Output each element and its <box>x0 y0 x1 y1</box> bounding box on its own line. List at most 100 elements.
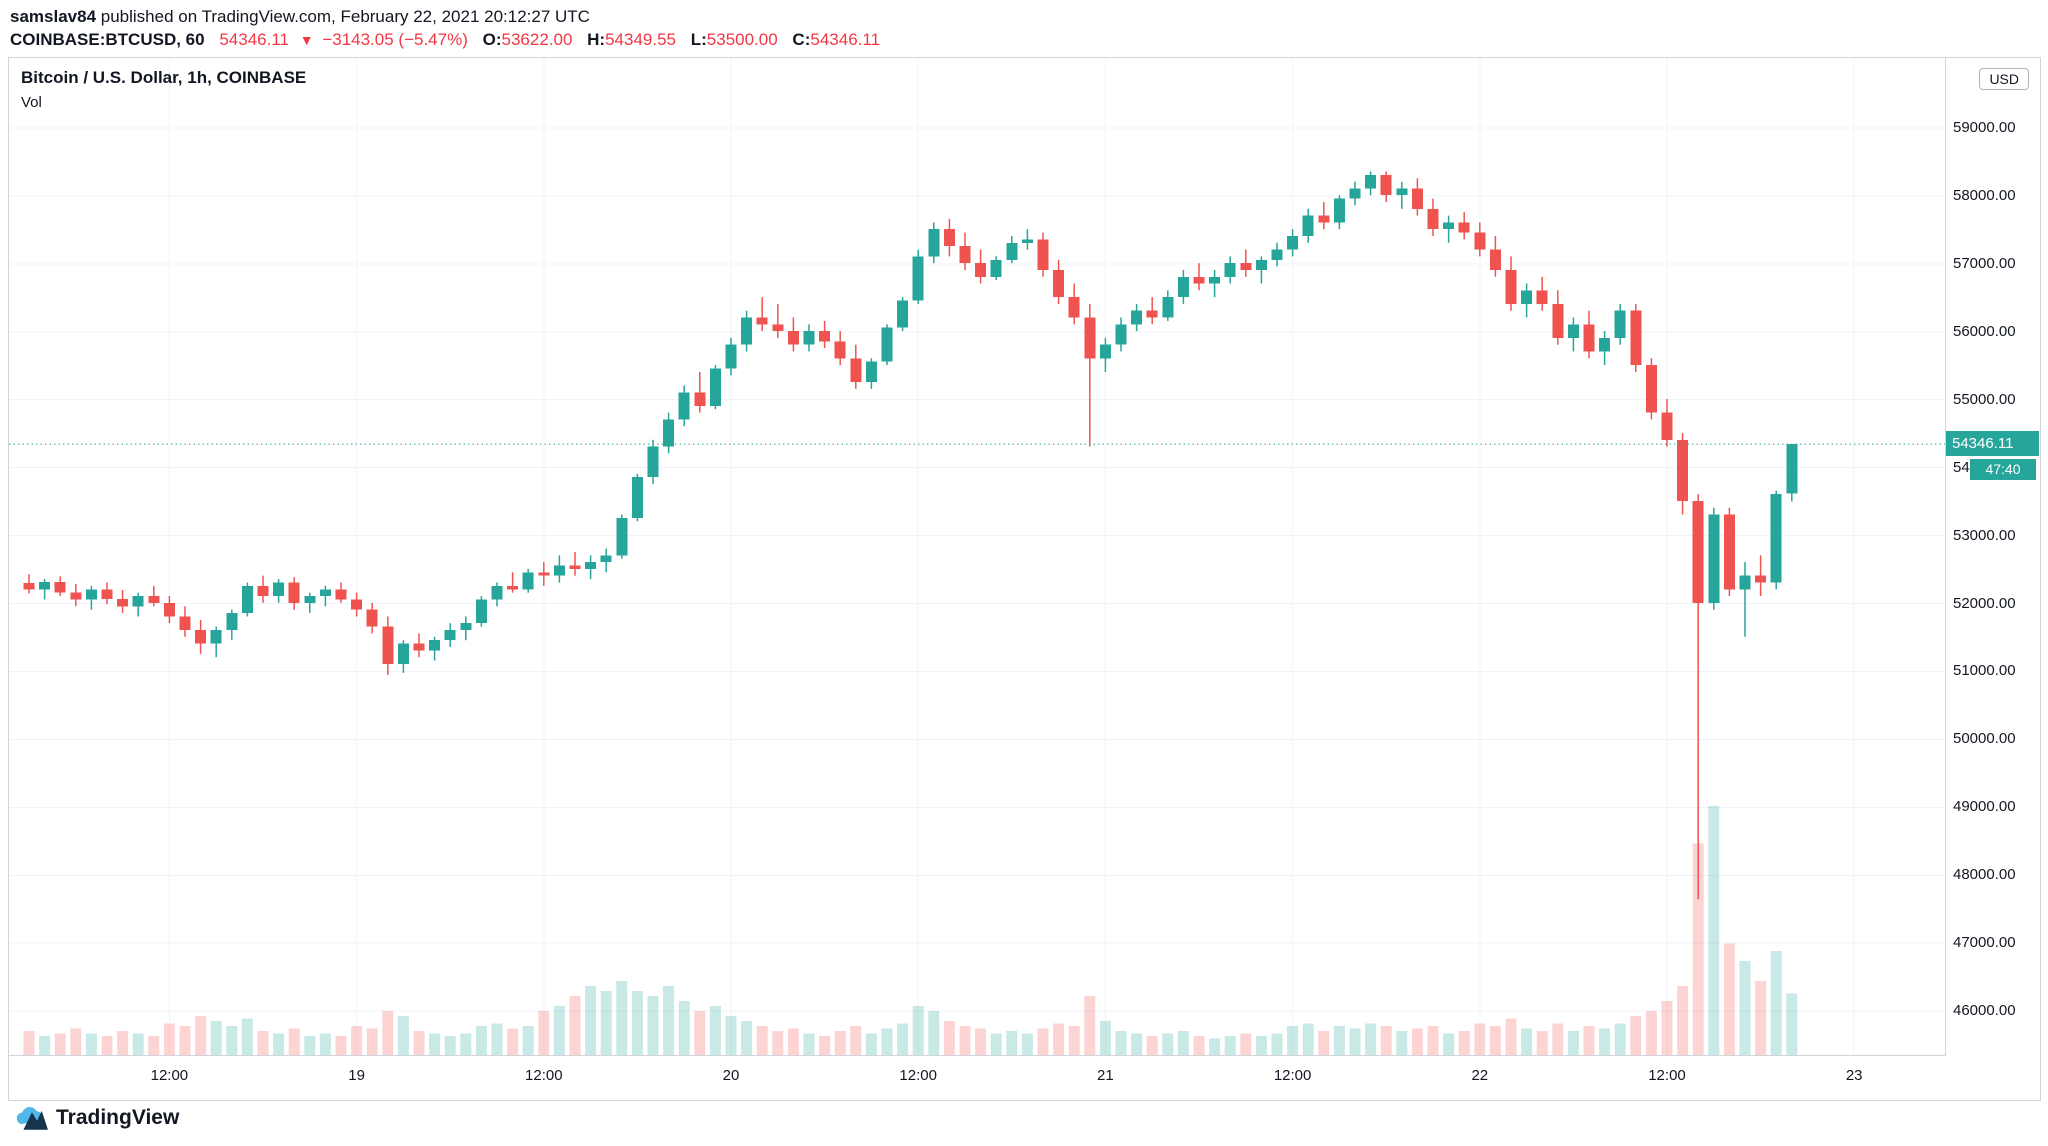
volume-bar <box>647 996 659 1056</box>
candle-body <box>1770 494 1782 583</box>
candle-body <box>70 592 82 600</box>
volume-bar <box>1645 1011 1657 1056</box>
tradingview-logo-icon <box>16 1107 48 1130</box>
volume-bar <box>928 1011 940 1056</box>
tradingview-logo-link[interactable]: TradingView <box>14 1104 179 1131</box>
candle-body <box>803 331 815 345</box>
volume-bar <box>39 1036 51 1056</box>
volume-bar <box>1053 1023 1065 1056</box>
volume-bar <box>85 1033 97 1056</box>
candle-body <box>975 263 987 277</box>
volume-bar <box>741 1021 753 1056</box>
chart-plot-area[interactable] <box>9 58 1945 1056</box>
candle-body <box>1224 263 1236 277</box>
currency-toggle-button[interactable]: USD <box>1979 68 2029 90</box>
candle-body <box>522 572 534 590</box>
volume-bar <box>1006 1031 1018 1056</box>
candle-body <box>600 555 612 563</box>
candle-body <box>912 256 924 301</box>
volume-bar <box>1193 1036 1205 1056</box>
candle-body <box>1692 500 1704 603</box>
price-axis-label: 57000.00 <box>1953 254 2016 272</box>
volume-bar <box>1677 986 1689 1056</box>
volume-bar <box>881 1028 893 1056</box>
price-axis-label: 46000.00 <box>1953 1002 2016 1020</box>
volume-bar <box>288 1028 300 1056</box>
volume-bar <box>1287 1026 1299 1056</box>
volume-bar <box>772 1031 784 1056</box>
volume-bar <box>943 1021 955 1056</box>
volume-bar <box>585 986 597 1056</box>
time-axis[interactable]: 12:00 19 12:00 20 12:00 21 12:00 22 12:00 23 <box>9 1055 1946 1100</box>
candle-body <box>850 358 862 383</box>
volume-bar <box>1536 1031 1548 1056</box>
countdown-chip: 47:40 <box>1970 459 2036 481</box>
price-axis-label: 48000.00 <box>1953 866 2016 884</box>
low-value: 53500.00 <box>706 30 778 49</box>
candle-body <box>834 341 846 359</box>
time-axis-label: 12:00 <box>150 1067 189 1084</box>
candle-body <box>725 344 737 369</box>
candle-body <box>1583 324 1595 352</box>
volume-bar <box>1333 1026 1345 1056</box>
candle-body <box>475 599 487 624</box>
volume-bar <box>1692 843 1704 1056</box>
candle-body <box>1614 310 1626 338</box>
candle-body <box>538 572 550 576</box>
candle-body <box>1302 215 1314 236</box>
volume-bar <box>1708 806 1720 1056</box>
volume-bar <box>1521 1028 1533 1056</box>
candle-body <box>1271 249 1283 260</box>
candle-body <box>1349 188 1361 199</box>
candle-body <box>1146 310 1158 318</box>
volume-bar <box>70 1028 82 1056</box>
volume-bar <box>834 1031 846 1056</box>
volume-bar <box>912 1006 924 1056</box>
candle-body <box>1786 444 1798 494</box>
chart-legend-title[interactable]: Bitcoin / U.S. Dollar, 1h, COINBASE <box>21 68 307 87</box>
price-chart-svg[interactable] <box>9 58 1945 1056</box>
candle-body <box>1365 174 1377 189</box>
time-axis-label: 23 <box>1845 1067 1863 1084</box>
candle-body <box>787 331 799 345</box>
time-axis-label: 22 <box>1471 1067 1489 1084</box>
volume-bar <box>553 1006 565 1056</box>
volume-bar <box>959 1026 971 1056</box>
volume-bar <box>210 1021 222 1056</box>
candle-body <box>444 630 456 641</box>
volume-bar <box>444 1036 456 1056</box>
volume-bar <box>1567 1031 1579 1056</box>
volume-bar <box>179 1026 191 1056</box>
volume-bar <box>819 1036 831 1056</box>
candle-body <box>163 602 175 617</box>
volume-bar <box>1365 1023 1377 1056</box>
price-axis[interactable]: 59000.00 58000.00 57000.00 56000.00 55000.00… <box>1945 58 2040 1100</box>
volume-bar <box>195 1016 207 1056</box>
volume-bar <box>709 1006 721 1056</box>
candle-body <box>1131 310 1143 325</box>
candle-body <box>288 582 300 603</box>
time-axis-label: 12:00 <box>1648 1067 1686 1084</box>
candle-body <box>663 419 675 447</box>
volume-bar <box>382 1011 394 1056</box>
volume-bar <box>616 981 628 1056</box>
candle-body <box>1630 310 1642 366</box>
candle-body <box>491 585 503 600</box>
volume-bar <box>351 1026 363 1056</box>
candle-body <box>241 585 253 614</box>
price-axis-label: 50000.00 <box>1953 730 2016 748</box>
candle-body <box>1599 337 1611 352</box>
candle-body <box>1567 324 1579 338</box>
candle-body <box>304 596 316 603</box>
candle-body <box>959 246 971 264</box>
time-axis-label: 21 <box>1097 1067 1114 1084</box>
candle-body <box>1755 575 1767 583</box>
candle-body <box>1209 276 1221 284</box>
volume-bar <box>491 1023 503 1056</box>
candle-body <box>1552 303 1564 338</box>
volume-bar <box>975 1028 987 1056</box>
volume-bar <box>1583 1026 1595 1056</box>
candle-body <box>257 585 269 597</box>
volume-bar <box>257 1031 269 1056</box>
price-axis-label: 53000.00 <box>1953 526 2016 544</box>
